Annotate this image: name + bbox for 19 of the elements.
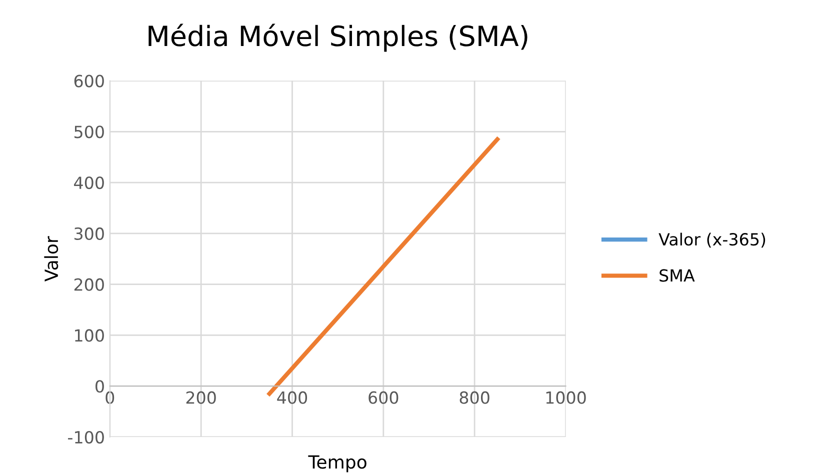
y-tick-label: 500 (74, 126, 104, 138)
y-tick-label: 100 (75, 329, 104, 342)
legend-label: Valor (x-365) (658, 232, 766, 248)
x-tick-label: 200 (186, 391, 216, 404)
y-tick-label: 0 (96, 380, 104, 393)
y-tick-label: 300 (74, 227, 104, 240)
y-tick-label: 200 (74, 278, 104, 291)
legend-label: SMA (660, 269, 695, 282)
x-tick-label: 1000 (546, 391, 586, 404)
y-tick-label: 600 (74, 74, 104, 88)
y-tick-label: -100 (68, 430, 104, 444)
x-tick-label: 400 (277, 391, 308, 404)
x-tick-label: 0 (106, 391, 114, 404)
x-tick-label: 600 (368, 391, 398, 404)
y-axis-title: Valor (44, 236, 58, 282)
x-tick-label: 800 (460, 391, 490, 404)
y-tick-label: 400 (74, 176, 104, 190)
x-axis-title: Tempo (308, 455, 366, 472)
chart-title: Média Móvel Simples (SMA) (148, 24, 528, 52)
